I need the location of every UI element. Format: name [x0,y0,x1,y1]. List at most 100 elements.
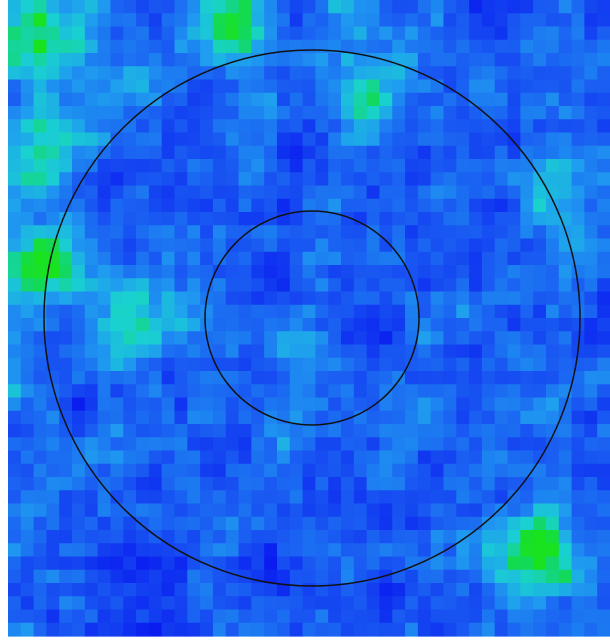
heatmap-cell [20,79,35,94]
heatmap-cell [251,622,265,637]
heatmap-cell [238,185,252,200]
heatmap-cell [315,159,329,173]
heatmap-cell [353,119,368,134]
heatmap-cell [225,556,240,571]
heatmap-cell [597,596,610,611]
heatmap-cell [97,410,112,425]
heatmap-cell [72,477,86,491]
heatmap-cell [443,0,457,14]
heatmap-cell [366,477,381,491]
heatmap-cell [469,397,483,412]
heatmap-cell [59,583,73,597]
heatmap-cell [110,384,124,399]
heatmap-cell [366,132,381,147]
heatmap-cell [33,503,48,518]
heatmap-cell [251,79,265,94]
heatmap-cell [174,463,188,478]
heatmap-cell [430,530,445,544]
heatmap-cell [8,39,22,54]
heatmap-cell [405,569,419,584]
heatmap-cell [33,198,48,213]
heatmap-cell [187,437,201,452]
heatmap-cell [264,132,278,147]
heatmap-cell [392,251,406,266]
heatmap-cell [392,304,406,319]
heatmap-cell [264,318,278,332]
heatmap-cell [289,357,304,372]
heatmap-cell [97,291,112,306]
heatmap-cell [392,384,406,399]
heatmap-cell [379,569,393,584]
heatmap-cell [584,251,598,266]
heatmap-cell [558,543,573,558]
heatmap-cell [123,79,137,94]
heatmap-cell [136,26,150,41]
heatmap-cell [533,622,547,637]
heatmap-cell [72,357,86,372]
heatmap-cell [238,463,252,478]
heatmap-cell [84,450,99,465]
heatmap-cell [456,159,470,173]
heatmap-cell [456,596,470,611]
heatmap-cell [341,384,355,399]
heatmap-cell [46,53,60,67]
heatmap-cell [110,344,124,359]
heatmap-cell [328,251,342,266]
heatmap-cell [507,410,521,425]
heatmap-cell [507,172,521,187]
heatmap-cell [366,212,381,226]
heatmap-cell [328,212,342,226]
heatmap-cell [8,477,22,491]
heatmap-cell [161,437,176,452]
heatmap-cell [545,238,560,253]
heatmap-cell [315,463,329,478]
heatmap-cell [430,251,445,266]
heatmap-cell [59,92,73,107]
heatmap-cell [187,251,201,266]
heatmap-cell [264,278,278,293]
heatmap-cell [302,357,317,372]
heatmap-cell [302,318,317,332]
heatmap-cell [148,185,163,200]
heatmap-cell [481,490,496,505]
heatmap-cell [148,344,163,359]
heatmap-cell [225,251,240,266]
heatmap-cell [392,145,406,160]
heatmap-cell [353,26,368,41]
heatmap-cell [84,39,99,54]
heatmap-cell [8,450,22,465]
heatmap-cell [597,397,610,412]
heatmap-cell [110,556,124,571]
heatmap-cell [494,251,509,266]
heatmap-cell [302,384,317,399]
heatmap-cell [110,225,124,240]
heatmap-cell [33,397,48,412]
heatmap-cell [136,119,150,134]
heatmap-cell [97,318,112,332]
heatmap-cell [72,318,86,332]
heatmap-cell [315,278,329,293]
heatmap-cell [597,66,610,81]
heatmap-cell [507,490,521,505]
heatmap-cell [72,13,86,28]
heatmap-cell [366,384,381,399]
heatmap-cell [341,304,355,319]
heatmap-cell [174,225,188,240]
heatmap-cell [571,145,585,160]
heatmap-cell [328,66,342,81]
heatmap-cell [136,344,150,359]
heatmap-cell [187,0,201,14]
heatmap-cell [507,39,521,54]
heatmap-cell [212,92,227,107]
heatmap-cell [302,66,317,81]
heatmap-cell [276,609,291,624]
heatmap-cell [328,556,342,571]
heatmap-cell [46,185,60,200]
heatmap-cell [110,490,124,505]
heatmap-cell [84,424,99,438]
heatmap-cell [456,543,470,558]
heatmap-cell [430,291,445,306]
heatmap-cell [225,371,240,385]
heatmap-cell [161,304,176,319]
heatmap-cell [545,556,560,571]
